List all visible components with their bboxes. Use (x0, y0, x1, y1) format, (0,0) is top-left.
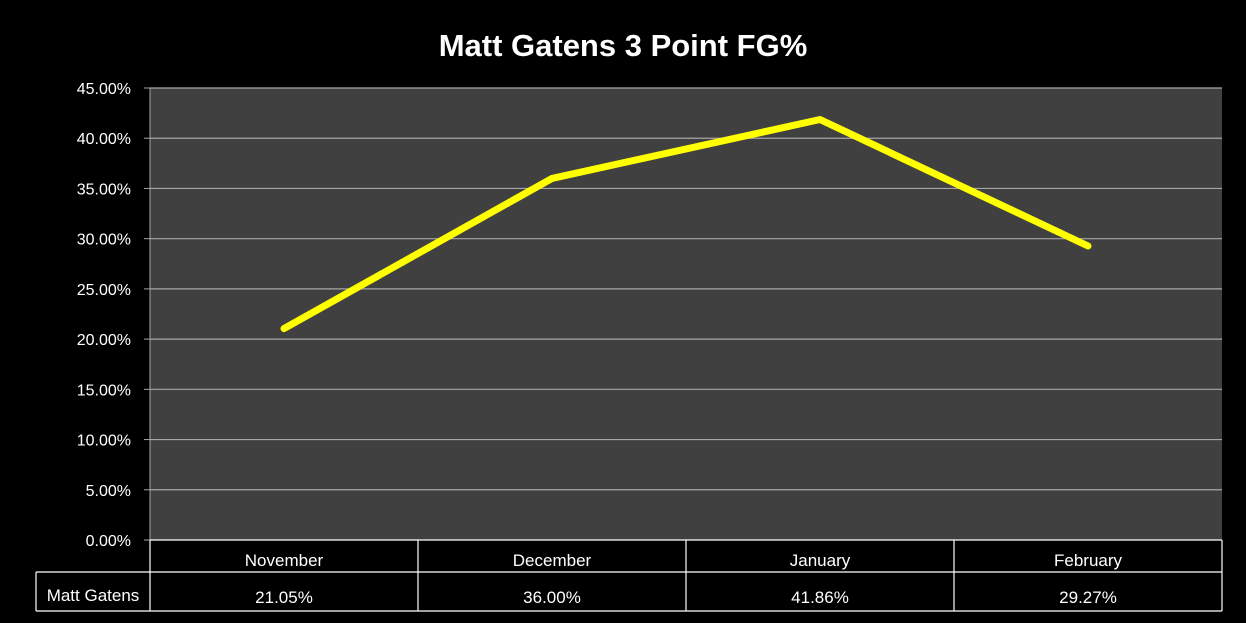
table-value-label: 41.86% (791, 588, 849, 607)
y-tick-label: 15.00% (77, 382, 131, 399)
y-tick-label: 45.00% (77, 81, 131, 98)
chart-title: Matt Gatens 3 Point FG% (439, 28, 808, 63)
y-tick-label: 0.00% (86, 533, 131, 550)
plot-background (150, 88, 1222, 540)
y-tick-label: 10.00% (77, 433, 131, 450)
y-tick-label: 35.00% (77, 181, 131, 198)
y-tick-label: 20.00% (77, 332, 131, 349)
y-tick-label: 5.00% (86, 483, 131, 500)
data-table: November December January February Matt Gate… (35, 539, 1223, 612)
x-category-label: February (1054, 551, 1123, 570)
series-line (280, 116, 1092, 333)
y-tick-label: 40.00% (77, 131, 131, 148)
y-tick-label: 25.00% (77, 282, 131, 299)
plot-area: 0.00% 5.00% 10.00% 15.00% 20.00% 25.00% 30.00%… (77, 81, 1222, 550)
x-category-label: November (245, 551, 324, 570)
table-series-name: Matt Gatens (47, 586, 140, 605)
y-tick-label: 30.00% (77, 232, 131, 249)
x-category-label: January (790, 551, 851, 570)
table-value-label: 21.05% (255, 588, 313, 607)
x-category-label: December (513, 551, 592, 570)
table-value-label: 36.00% (523, 588, 581, 607)
table-value-label: 29.27% (1059, 588, 1117, 607)
